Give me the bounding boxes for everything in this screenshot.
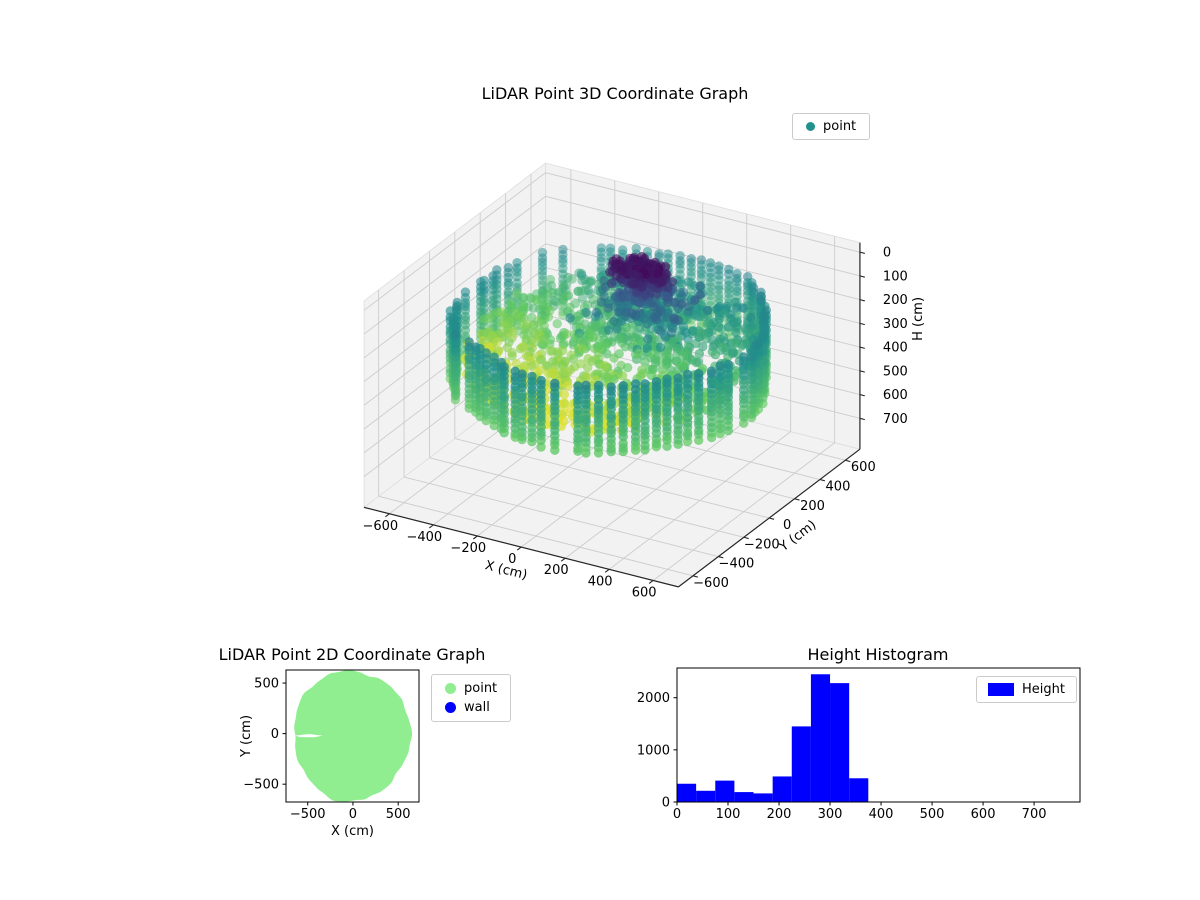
plot3d-legend: point (792, 113, 871, 140)
svg-text:H (cm): H (cm) (911, 297, 926, 341)
svg-text:0: 0 (271, 727, 279, 742)
svg-text:100: 100 (883, 269, 908, 284)
svg-text:500: 500 (920, 807, 945, 822)
wall-marker-icon (445, 702, 456, 713)
legend-label: point (464, 681, 498, 696)
svg-text:−500: −500 (290, 807, 326, 822)
svg-text:−200: −200 (744, 537, 780, 552)
svg-text:0: 0 (508, 552, 516, 567)
svg-text:1000: 1000 (637, 743, 670, 758)
svg-text:600: 600 (851, 460, 876, 475)
svg-text:600: 600 (971, 807, 996, 822)
svg-text:200: 200 (800, 499, 825, 514)
histogram-legend: Height (976, 676, 1077, 703)
svg-text:X (cm): X (cm) (483, 558, 528, 583)
legend-item-point: point (443, 679, 499, 698)
scatter2d-canvas: −500 0 500 500 0 −500 X (cm) Y (cm) (239, 669, 420, 839)
svg-text:400: 400 (588, 574, 613, 589)
svg-text:−600: −600 (362, 519, 398, 534)
legend-item-height: Height (986, 680, 1067, 699)
svg-text:0: 0 (349, 807, 357, 822)
histogram-title: Height Histogram (807, 645, 949, 664)
svg-text:−600: −600 (693, 576, 729, 591)
legend-item-wall: wall (443, 698, 499, 717)
svg-text:−200: −200 (450, 541, 486, 556)
legend-item-point: point (804, 117, 858, 136)
svg-text:700: 700 (1022, 807, 1047, 822)
legend-label: wall (464, 700, 490, 715)
svg-text:400: 400 (869, 807, 894, 822)
svg-text:500: 500 (254, 677, 279, 692)
legend-label: Height (1022, 682, 1065, 697)
point-marker-icon (445, 683, 456, 694)
svg-text:−400: −400 (406, 530, 442, 545)
svg-text:200: 200 (767, 807, 792, 822)
svg-text:400: 400 (826, 480, 851, 495)
svg-text:200: 200 (883, 293, 908, 308)
svg-text:X (cm): X (cm) (331, 824, 374, 839)
svg-text:0: 0 (783, 518, 791, 533)
plot3d-title: LiDAR Point 3D Coordinate Graph (481, 84, 749, 103)
svg-text:0: 0 (883, 246, 891, 261)
svg-text:0: 0 (673, 807, 681, 822)
svg-text:600: 600 (883, 388, 908, 403)
svg-text:100: 100 (716, 807, 741, 822)
svg-text:600: 600 (632, 585, 657, 600)
svg-text:2000: 2000 (637, 691, 670, 706)
svg-text:300: 300 (818, 807, 843, 822)
svg-text:−400: −400 (719, 557, 755, 572)
height-marker-icon (988, 683, 1014, 696)
plot2d-legend: point wall (431, 674, 512, 722)
svg-text:500: 500 (386, 807, 411, 822)
svg-text:300: 300 (883, 317, 908, 332)
histogram-canvas: 0 100 200 300 400 500 600 700 0 1000 2000 (637, 667, 1081, 822)
scatter3d-canvas: −600−400−2000200400600−600−400−200020040… (362, 162, 926, 600)
svg-text:−500: −500 (243, 778, 279, 793)
plot2d-title: LiDAR Point 2D Coordinate Graph (218, 645, 486, 664)
svg-text:400: 400 (883, 341, 908, 356)
svg-text:Y (cm): Y (cm) (239, 715, 254, 758)
svg-text:500: 500 (883, 364, 908, 379)
legend-label: point (823, 119, 857, 134)
point-marker-icon (806, 122, 815, 131)
svg-text:0: 0 (662, 796, 670, 811)
svg-text:700: 700 (883, 412, 908, 427)
svg-text:200: 200 (544, 563, 569, 578)
